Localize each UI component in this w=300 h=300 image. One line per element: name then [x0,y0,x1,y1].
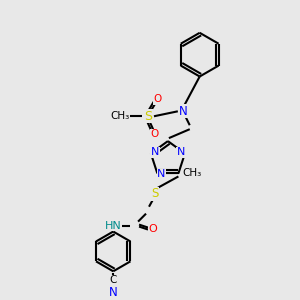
Text: N: N [151,148,159,158]
Text: CH₃: CH₃ [111,111,130,121]
Text: O: O [151,129,159,139]
Text: N: N [157,169,166,179]
Text: N: N [178,105,187,118]
Text: CH₃: CH₃ [182,169,202,178]
Text: S: S [144,110,152,123]
Text: N: N [109,286,118,299]
Text: N: N [177,148,185,158]
Text: HN: HN [105,220,122,231]
Text: O: O [148,224,158,234]
Text: C: C [110,275,117,285]
Text: O: O [154,94,162,104]
Text: S: S [151,187,159,200]
